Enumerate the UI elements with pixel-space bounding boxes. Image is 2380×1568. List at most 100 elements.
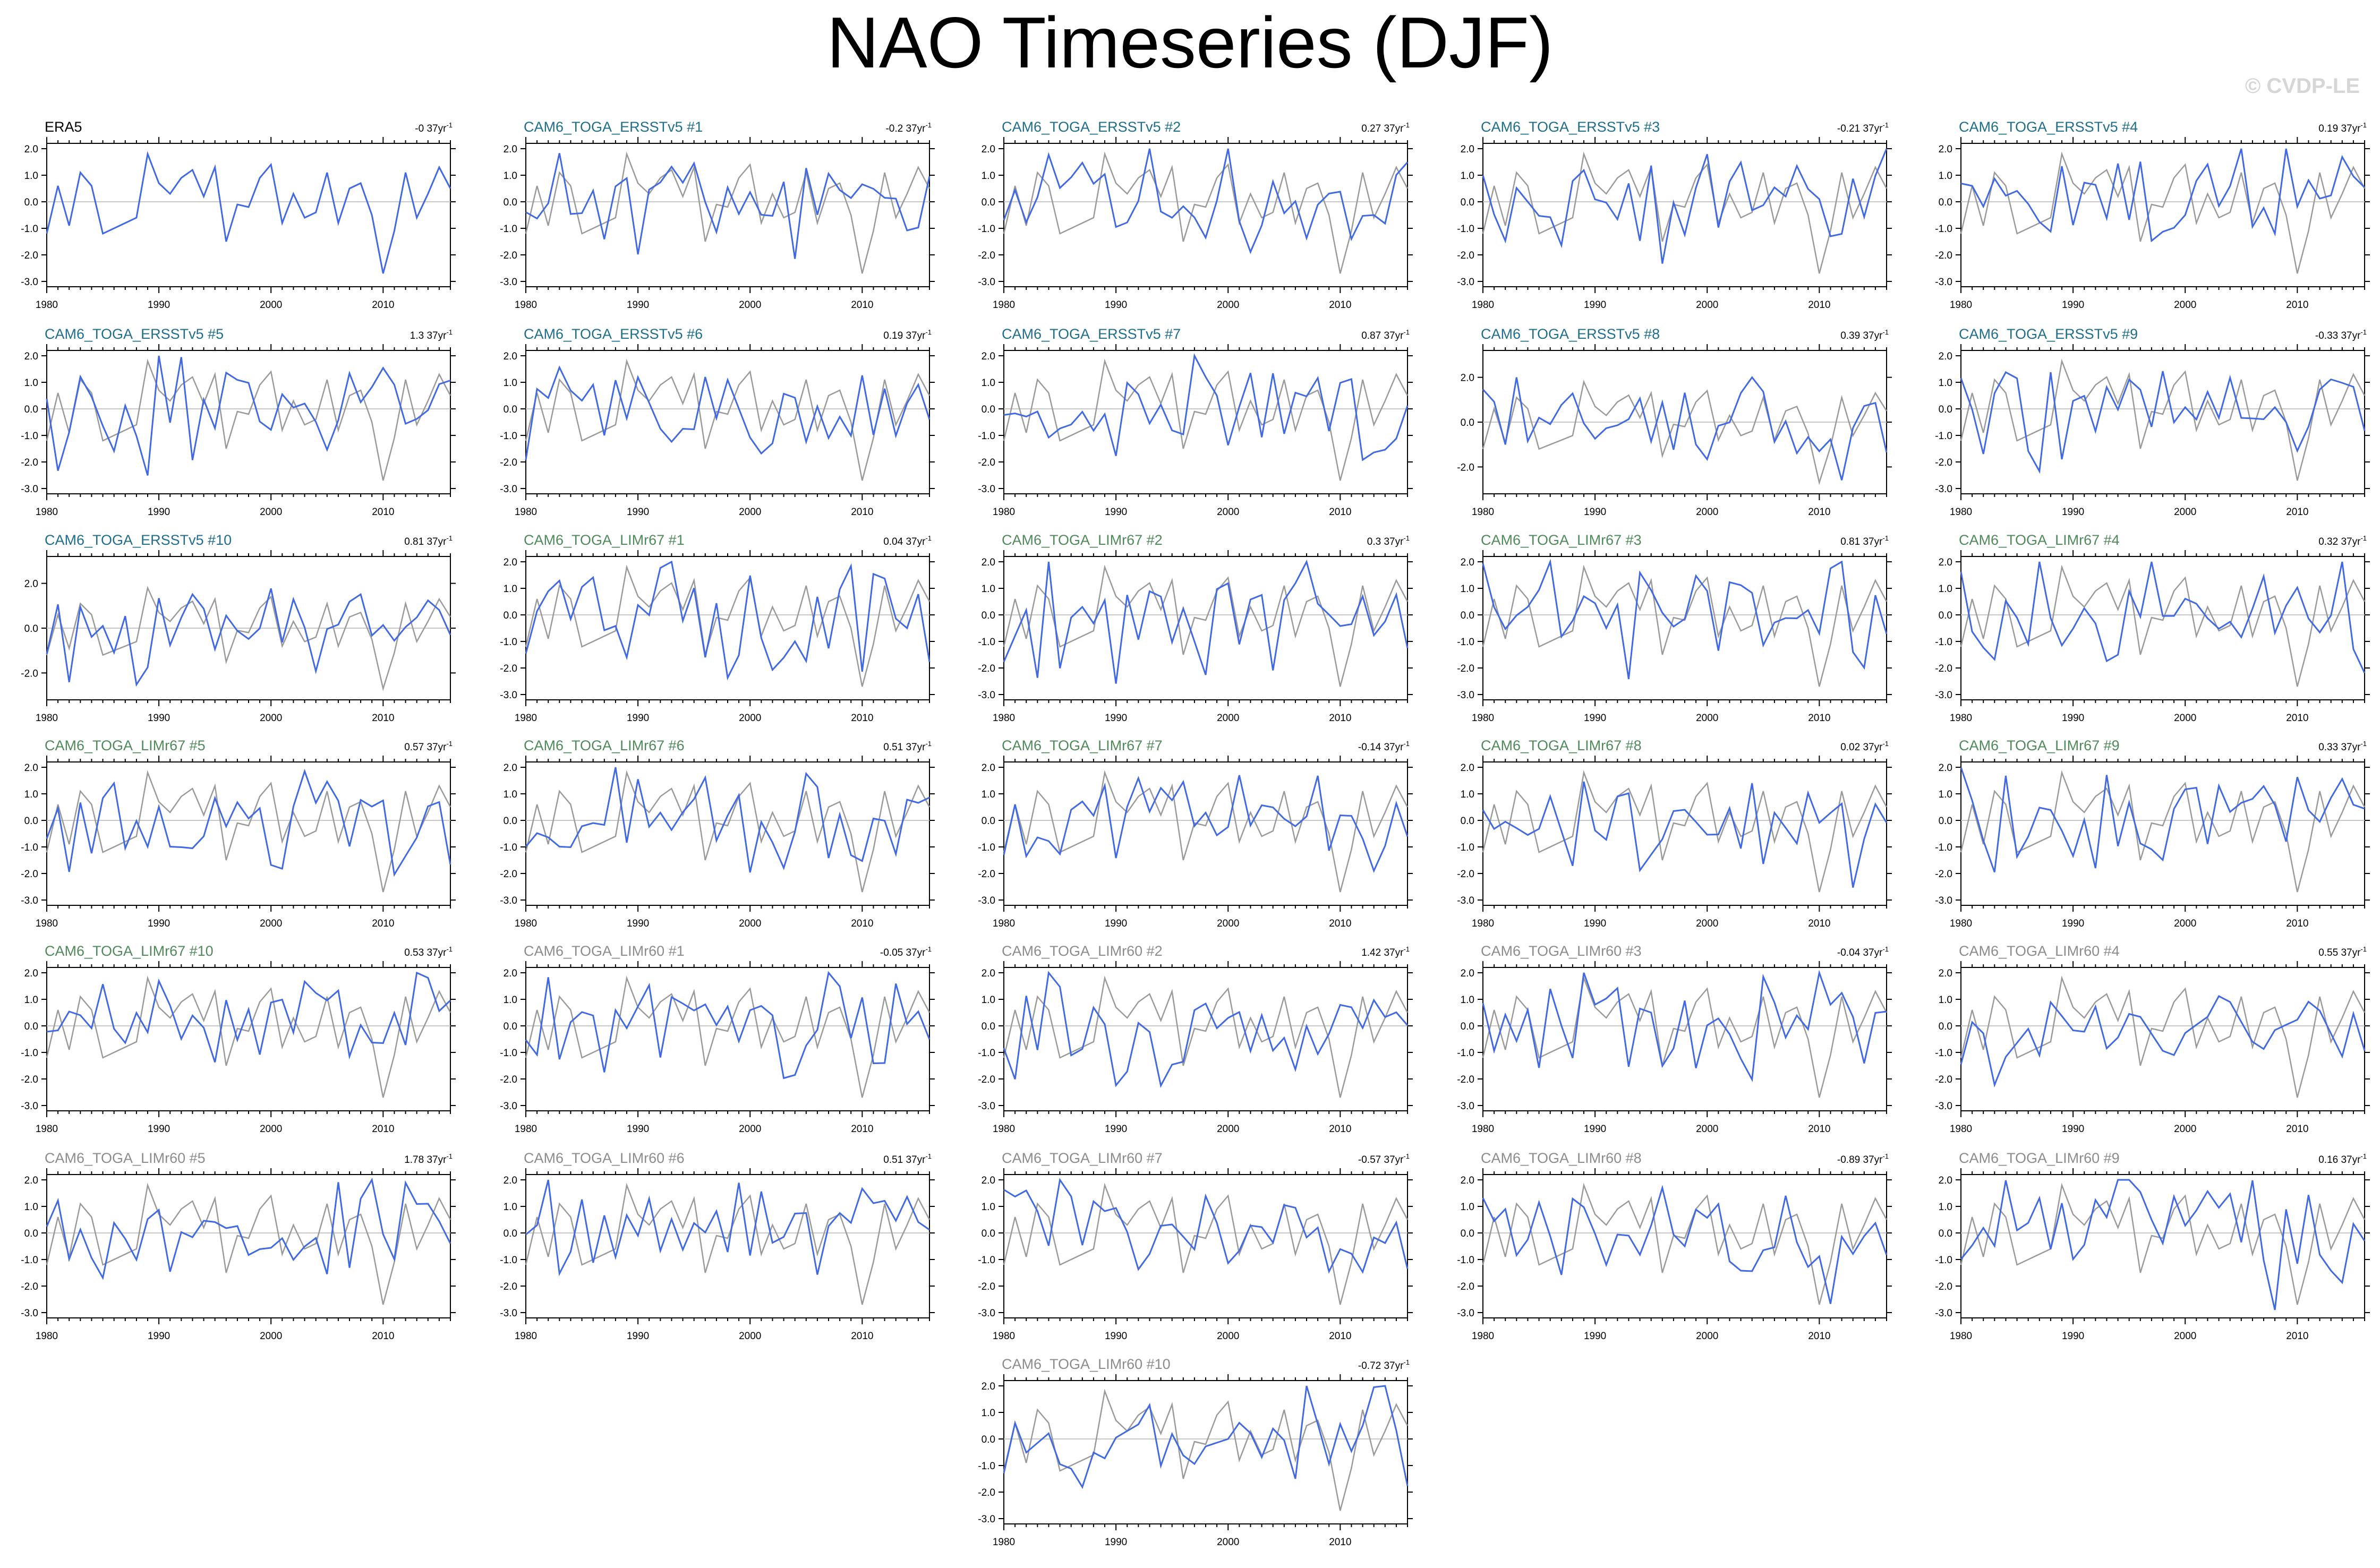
trend-label: 0.51 37yr-1 <box>883 1152 932 1166</box>
x-tick-label: 2010 <box>851 507 873 518</box>
y-tick-label: -3.0 <box>500 690 517 701</box>
x-tick-label: 1980 <box>1950 507 1972 518</box>
y-tick-label: 2.0 <box>982 1381 995 1392</box>
y-tick-label: 2.0 <box>504 557 517 568</box>
y-tick-label: -1.0 <box>1935 842 1952 853</box>
plot-frame <box>525 1174 930 1318</box>
trend-label: 1.42 37yr-1 <box>1361 945 1410 958</box>
x-tick-label: 1990 <box>1105 507 1127 518</box>
y-tick-label: -1.0 <box>1457 1048 1474 1059</box>
chart-panel: CAM6_TOGA_LIMr67 #8 0.02 37yr-1 2.0 1.0 0.0 -… <box>1457 738 1892 929</box>
series-line <box>525 767 930 873</box>
chart-panel: CAM6_TOGA_LIMr60 #1 -0.05 37yr-1 2.0 1.0 0.0… <box>500 943 935 1135</box>
y-tick-label: 1.0 <box>1461 1202 1474 1213</box>
reference-series-line <box>46 770 451 893</box>
reference-series-line <box>1003 358 1409 481</box>
x-tick-label: 2010 <box>1808 1124 1830 1135</box>
x-tick-label: 1990 <box>1584 1331 1606 1342</box>
y-tick-label: 2.0 <box>1939 144 1952 155</box>
x-tick-label: 2010 <box>372 1124 394 1135</box>
y-tick-label: -3.0 <box>1935 277 1952 288</box>
trend-label: 0.51 37yr-1 <box>883 740 932 753</box>
y-tick-label: 2.0 <box>504 968 517 979</box>
x-tick-label: 1980 <box>36 507 58 518</box>
y-tick-label: -1.0 <box>500 1048 517 1059</box>
y-tick-label: -2.0 <box>978 1074 995 1085</box>
x-tick-label: 2010 <box>2286 1331 2308 1342</box>
y-tick-label: -2.0 <box>978 663 995 674</box>
x-tick-label: 2000 <box>739 1331 761 1342</box>
panel-title: CAM6_TOGA_LIMr60 #5 <box>45 1150 206 1166</box>
y-tick-label: -2.0 <box>21 457 38 468</box>
x-tick-label: 1980 <box>515 507 537 518</box>
panel-title: CAM6_TOGA_LIMr67 #1 <box>524 532 685 548</box>
panel-title: CAM6_TOGA_LIMr67 #8 <box>1481 738 1642 753</box>
reference-series-line <box>1482 770 1888 893</box>
chart-panel: CAM6_TOGA_LIMr60 #3 -0.04 37yr-1 2.0 1.0 0.0… <box>1457 943 1892 1135</box>
chart-panel: CAM6_TOGA_LIMr60 #5 1.78 37yr-1 2.0 1.0 0.0 -… <box>21 1150 456 1342</box>
y-tick-label: 2.0 <box>24 968 38 979</box>
panel-title: CAM6_TOGA_LIMr60 #2 <box>1002 943 1163 959</box>
series-line <box>1482 376 1888 481</box>
x-tick-label: 1990 <box>1584 299 1606 311</box>
x-tick-label: 1990 <box>1105 918 1127 929</box>
x-tick-label: 1980 <box>1472 1124 1494 1135</box>
panel-title: CAM6_TOGA_LIMr67 #10 <box>45 943 214 959</box>
plot-frame <box>46 143 451 287</box>
plot-frame <box>1003 967 1408 1111</box>
y-tick-label: 2.0 <box>504 1175 517 1186</box>
y-tick-label: 2.0 <box>1461 968 1474 979</box>
y-tick-label: 0.0 <box>1461 816 1474 827</box>
x-tick-label: 1990 <box>148 918 170 929</box>
x-tick-label: 1980 <box>993 918 1015 929</box>
panel-title: CAM6_TOGA_LIMr67 #9 <box>1959 738 2120 753</box>
y-tick-label: 0.0 <box>1461 197 1474 208</box>
x-tick-label: 2010 <box>372 1331 394 1342</box>
x-tick-label: 1990 <box>627 299 649 311</box>
y-tick-label: -2.0 <box>500 1281 517 1292</box>
y-tick-label: -3.0 <box>500 277 517 288</box>
y-tick-label: 0.0 <box>1461 1021 1474 1032</box>
series-line <box>525 560 931 681</box>
y-tick-label: -1.0 <box>1935 224 1952 235</box>
y-tick-label: -2.0 <box>500 457 517 468</box>
y-tick-label: 0.0 <box>1461 610 1474 621</box>
x-tick-label: 1990 <box>1105 1331 1127 1342</box>
y-tick-label: -3.0 <box>1935 484 1952 495</box>
y-tick-label: -2.0 <box>1457 1281 1474 1292</box>
series-line <box>1003 559 1409 684</box>
x-tick-label: 2010 <box>2286 713 2308 724</box>
y-tick-label: -3.0 <box>978 895 995 906</box>
x-tick-label: 1990 <box>2062 1124 2084 1135</box>
reference-series-line <box>1482 1183 1888 1305</box>
x-tick-label: 2000 <box>1696 1124 1718 1135</box>
y-tick-label: -1.0 <box>21 842 38 853</box>
y-tick-label: -3.0 <box>21 1308 38 1319</box>
reference-series-line <box>1482 380 1888 485</box>
x-tick-label: 1990 <box>2062 299 2084 311</box>
x-tick-label: 2000 <box>2174 1124 2196 1135</box>
x-tick-label: 1990 <box>2062 713 2084 724</box>
x-tick-label: 1990 <box>627 713 649 724</box>
y-tick-label: -3.0 <box>1457 690 1474 701</box>
y-tick-label: 1.0 <box>504 1202 517 1213</box>
trend-label: 0.57 37yr-1 <box>404 740 453 753</box>
x-tick-label: 1990 <box>148 507 170 518</box>
x-tick-label: 2010 <box>2286 1124 2308 1135</box>
series-line <box>1482 970 1887 1082</box>
x-tick-label: 2010 <box>851 299 873 311</box>
x-tick-label: 2000 <box>1217 1537 1239 1548</box>
series-line <box>46 768 451 877</box>
y-tick-label: 1.0 <box>982 789 995 800</box>
trend-label: -0 37yr-1 <box>415 121 453 134</box>
x-tick-label: 1980 <box>1472 918 1494 929</box>
x-tick-label: 2000 <box>1696 299 1718 311</box>
y-tick-label: 1.0 <box>982 170 995 182</box>
chart-panel: CAM6_TOGA_ERSSTv5 #6 0.19 37yr-1 2.0 1.0 0.0… <box>500 326 935 518</box>
y-tick-label: 1.0 <box>982 378 995 389</box>
series-line <box>1960 371 2366 474</box>
y-tick-label: 2.0 <box>982 557 995 568</box>
panel-title: CAM6_TOGA_ERSSTv5 #4 <box>1959 119 2138 135</box>
plot-frame <box>46 1174 451 1318</box>
y-tick-label: 2.0 <box>1939 557 1952 568</box>
